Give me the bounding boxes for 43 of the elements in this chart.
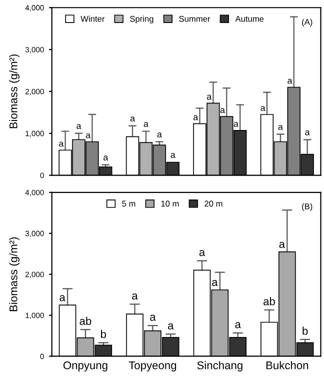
data-label: a — [278, 124, 283, 130]
data-label: a — [234, 122, 238, 127]
legend-label: 10 m — [161, 200, 179, 207]
data-label: a — [168, 323, 174, 330]
data-label: a — [212, 280, 218, 286]
data-label: a — [150, 314, 156, 321]
data-label: a — [305, 130, 310, 136]
data-label: b — [302, 326, 308, 335]
data-label: b — [101, 330, 106, 338]
data-label: a — [132, 293, 138, 300]
legend-label: Spring — [130, 16, 154, 24]
x-tick-label: Onpyung — [63, 361, 108, 372]
data-label: ab — [80, 316, 92, 325]
data-label: a — [60, 295, 66, 302]
data-label: a — [157, 132, 162, 138]
annotation: (A) — [302, 18, 312, 27]
data-label: a — [235, 322, 241, 328]
data-label: ab — [264, 297, 275, 306]
annotation: (B) — [302, 203, 312, 212]
data-label: a — [279, 242, 285, 248]
data-label: a — [170, 153, 176, 158]
x-tick-label: Sinchang — [197, 361, 242, 372]
data-label: a — [130, 116, 136, 122]
data-label: a — [220, 108, 226, 114]
y-axis-title: Biomass (g/m²) — [9, 237, 20, 312]
legend-label: 20 m — [204, 200, 222, 207]
data-label: a — [76, 124, 82, 130]
data-label: a — [86, 133, 91, 138]
legend-label: Autume — [235, 16, 264, 22]
legend-label: Winter — [80, 16, 105, 22]
data-label: a — [260, 106, 266, 112]
y-axis-title: Biomass (g/m²) — [9, 54, 20, 128]
data-label: a — [59, 142, 64, 147]
data-label: a — [206, 94, 212, 100]
data-label: a — [288, 78, 292, 84]
data-label: a — [193, 115, 198, 120]
x-tick-label: Bukchon — [266, 361, 308, 370]
legend-label: 5 m — [122, 200, 136, 207]
x-tick-label: Topyeong — [128, 362, 176, 372]
data-label: a — [104, 156, 108, 160]
legend-label: Summer — [179, 16, 210, 22]
data-label: a — [199, 250, 206, 256]
data-label: a — [144, 122, 148, 127]
